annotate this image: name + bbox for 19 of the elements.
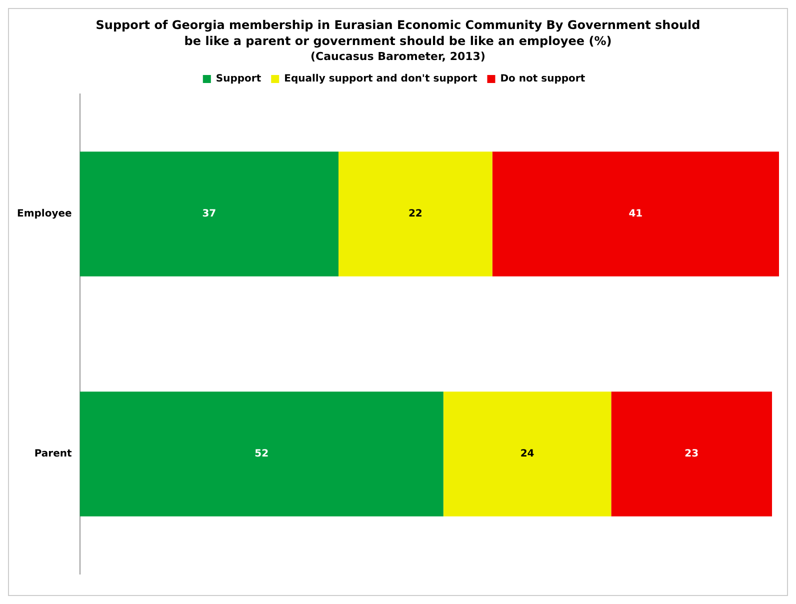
y-tick-label: Employee [16,208,72,220]
y-tick-label: Parent [34,448,72,460]
data-label: 52 [254,448,269,460]
data-label: 24 [520,448,534,460]
legend-label: Do not support [500,74,586,85]
data-label: 37 [202,208,216,220]
bar [611,392,772,516]
legend-label: Equally support and don't support [284,74,478,85]
data-label: 41 [628,208,643,220]
data-label: 22 [408,208,422,220]
legend-label: Support [216,74,262,85]
chart-title: Support of Georgia membership in Eurasian Economic Community By Government should be like a parent or government should be like an employee (%) [94,17,702,49]
bar [338,152,492,276]
bar [443,392,612,516]
bar [80,392,444,516]
bar [492,152,779,276]
chart-subtitle: (Caucasus Barometer, 2013) [310,49,486,64]
bar [80,152,338,276]
data-label: 23 [684,448,699,460]
